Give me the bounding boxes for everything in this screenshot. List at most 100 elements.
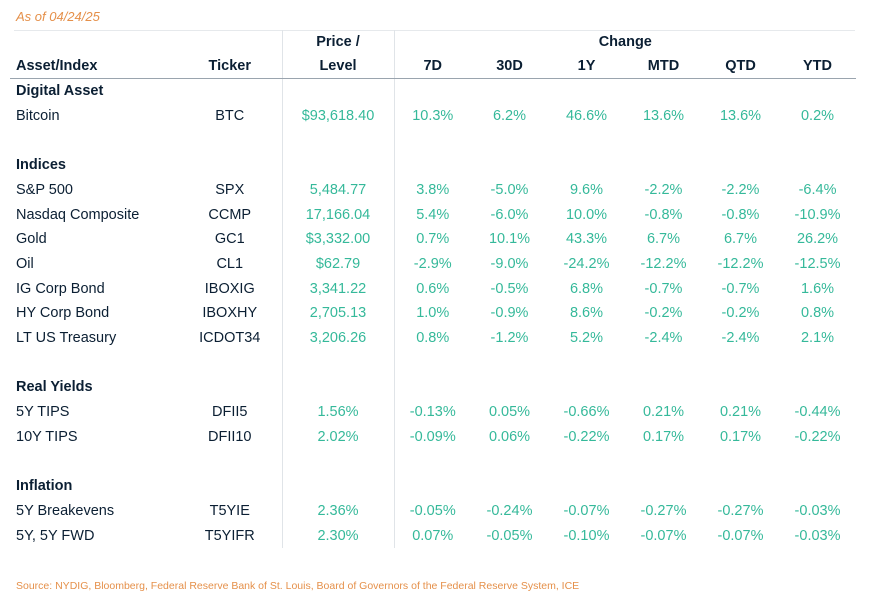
change-cell-qtd: -0.2% (721, 305, 760, 322)
change-cell-30d: -0.05% (486, 527, 533, 544)
change-cell-qtd: -0.27% (717, 502, 764, 519)
ticker: DFII5 (212, 404, 248, 421)
change-header: Change (598, 34, 652, 50)
change-cell-30d: -6.0% (490, 206, 529, 223)
price-header-line1: Price / (281, 30, 395, 54)
ticker-column-header: Ticker (178, 54, 282, 79)
change-cell-7d: 0.6% (416, 280, 450, 297)
asset-name: S&P 500 (16, 181, 73, 198)
change-cell-30d: 10.1% (488, 231, 531, 248)
change-cell-30d: -5.0% (490, 181, 529, 198)
change-cell-30d: 6.2% (492, 107, 527, 124)
header-row-top: Price / Change (10, 30, 856, 54)
ticker: CL1 (216, 255, 244, 272)
change-cell-qtd: -2.4% (721, 330, 760, 347)
change-cell-7d: 1.0% (416, 305, 450, 322)
change-cell-mtd: -0.7% (644, 280, 683, 297)
change-cell-qtd: -12.2% (717, 255, 764, 272)
change-cell-qtd: -0.07% (717, 527, 764, 544)
asset-name: 5Y TIPS (16, 404, 70, 421)
change-cell-7d: -0.13% (409, 404, 456, 421)
change-cell-ytd: -10.9% (794, 206, 841, 223)
period-header-qtd: QTD (702, 54, 779, 79)
period-header-30d: 30D (471, 54, 548, 79)
change-cell-mtd: 0.17% (642, 428, 685, 445)
price-level: 17,166.04 (281, 202, 395, 228)
change-cell-ytd: 26.2% (796, 231, 839, 248)
change-cell-qtd: 6.7% (723, 231, 758, 248)
change-cell-mtd: 6.7% (646, 231, 681, 248)
section-title: Indices (16, 157, 66, 174)
ticker: BTC (215, 107, 245, 124)
change-cell-mtd: -2.4% (644, 330, 683, 347)
change-cell-mtd: 13.6% (642, 107, 685, 124)
change-cell-mtd: -0.07% (640, 527, 687, 544)
change-cell-qtd: 0.21% (719, 404, 762, 421)
change-cell-1y: 5.2% (569, 330, 604, 347)
table-row: Nasdaq Composite CCMP 17,166.04 5.4% -6.0% 10… (10, 202, 856, 228)
source-note: Source: NYDIG, Bloomberg, Federal Reserv… (16, 580, 580, 592)
table-row: 10Y TIPS DFII10 2.02% -0.09% 0.06% -0.22% 0.17… (10, 424, 856, 450)
change-cell-1y: 10.0% (565, 206, 608, 223)
change-cell-7d: -2.9% (413, 255, 452, 272)
change-cell-ytd: 0.8% (800, 305, 835, 322)
section-title: Real Yields (16, 379, 93, 396)
change-cell-qtd: -0.8% (721, 206, 760, 223)
table-row: S&P 500 SPX 5,484.77 3.8% -5.0% 9.6% -2.2% -2.2… (10, 177, 856, 203)
table-row: 5Y, 5Y FWD T5YIFR 2.30% 0.07% -0.05% -0.10% -0… (10, 523, 856, 549)
table-row: 5Y Breakevens T5YIE 2.36% -0.05% -0.24% -0.07… (10, 498, 856, 524)
change-cell-ytd: -6.4% (798, 181, 837, 198)
table-row: LT US Treasury ICDOT34 3,206.26 0.8% -1.2% 5.… (10, 326, 856, 351)
section-spacer (10, 128, 856, 154)
price-level: 3,206.26 (281, 326, 395, 351)
change-cell-7d: 0.7% (416, 231, 450, 248)
ticker: T5YIE (209, 502, 250, 519)
change-cell-1y: -0.66% (563, 404, 610, 421)
change-cell-7d: 0.07% (412, 527, 454, 544)
asset-name: 5Y Breakevens (16, 502, 115, 519)
change-cell-qtd: 13.6% (719, 107, 762, 124)
change-cell-1y: 8.6% (569, 305, 604, 322)
section-header-row: Inflation (10, 474, 856, 499)
change-cell-7d: -0.09% (409, 428, 456, 445)
change-cell-ytd: -0.03% (794, 502, 841, 519)
table-row: Oil CL1 $62.79 -2.9% -9.0% -24.2% -12.2% -12.2%… (10, 251, 856, 277)
change-cell-ytd: -0.44% (794, 404, 841, 421)
section-header-row: Indices (10, 153, 856, 178)
change-cell-mtd: -0.8% (644, 206, 683, 223)
header-row-bottom: Asset/Index Ticker Level 7D 30D 1Y MTD Q… (10, 54, 857, 79)
change-cell-mtd: 0.21% (642, 404, 685, 421)
asset-name: Nasdaq Composite (16, 206, 140, 223)
price-level: 5,484.77 (281, 177, 395, 203)
asset-name: 10Y TIPS (16, 428, 78, 445)
change-cell-30d: 0.06% (488, 428, 531, 445)
market-performance-table: Price / Change Asset/Index Ticker Level … (10, 30, 857, 549)
change-cell-30d: -0.9% (490, 305, 529, 322)
price-level: 2,705.13 (281, 301, 395, 327)
ticker: DFII10 (207, 428, 252, 445)
change-cell-mtd: -0.27% (640, 502, 687, 519)
change-cell-30d: -9.0% (490, 255, 529, 272)
asset-column-header: Asset/Index (10, 54, 178, 79)
ticker: CCMP (208, 206, 252, 223)
change-cell-mtd: -12.2% (640, 255, 687, 272)
change-cell-mtd: -2.2% (644, 181, 683, 198)
ticker: IBOXHY (202, 305, 258, 322)
change-cell-7d: 3.8% (416, 181, 450, 198)
change-cell-7d: 10.3% (412, 107, 454, 124)
price-level: $62.79 (281, 251, 395, 277)
price-header-line2: Level (281, 54, 395, 79)
price-level: 1.56% (281, 400, 395, 425)
change-cell-qtd: 0.17% (719, 428, 762, 445)
ticker: SPX (215, 181, 245, 198)
section-title: Inflation (16, 478, 73, 495)
change-cell-7d: 0.8% (416, 330, 450, 347)
period-header-mtd: MTD (625, 54, 702, 79)
change-cell-1y: -24.2% (563, 255, 610, 272)
price-level: 2.30% (281, 523, 395, 549)
ticker: GC1 (214, 231, 245, 248)
table-body: Digital Asset Bitcoin BTC $93,618.40 10.3% 6.… (10, 78, 856, 549)
price-level: 2.36% (281, 498, 395, 524)
change-cell-30d: -0.24% (486, 502, 533, 519)
table-row: Bitcoin BTC $93,618.40 10.3% 6.2% 46.6% 13.6% 1… (10, 103, 856, 129)
